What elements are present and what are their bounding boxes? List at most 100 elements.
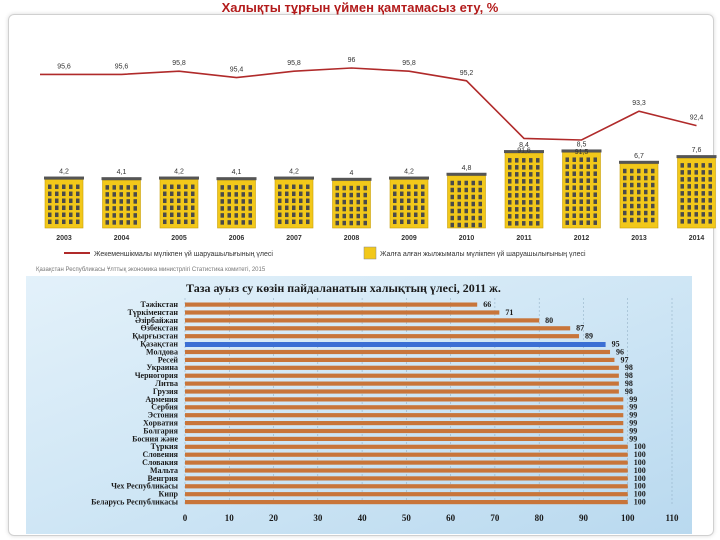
building-bar bbox=[619, 160, 659, 229]
year-tick-label: 2014 bbox=[689, 235, 705, 242]
bar-value-label: 6,7 bbox=[634, 153, 644, 160]
line-value-label: 95,8 bbox=[287, 60, 301, 67]
bar bbox=[185, 452, 628, 457]
bar-value-label: 4 bbox=[350, 170, 354, 177]
bar bbox=[185, 334, 580, 339]
bar-value-label: 100 bbox=[634, 474, 646, 483]
bar bbox=[185, 460, 628, 465]
bar-value-label: 97 bbox=[620, 355, 628, 364]
source-note: Қазақстан Республикасы Ұлттық экономика … bbox=[36, 267, 266, 273]
category-label: Чех Республикасы bbox=[111, 482, 179, 491]
year-tick-label: 2005 bbox=[171, 235, 187, 242]
housing-chart: 4,2 2003 4,1 2004 4,2 2005 4,1 2006 4,2 2007 4 2008… bbox=[36, 57, 717, 273]
line-value-label: 95,4 bbox=[230, 67, 244, 74]
building-bar bbox=[101, 177, 142, 229]
line-value-label: 96 bbox=[348, 57, 356, 64]
bar-value-label: 98 bbox=[625, 371, 633, 380]
bar-value-label: 100 bbox=[634, 450, 646, 459]
category-label: Украина bbox=[147, 363, 179, 372]
housing-line-series bbox=[40, 67, 697, 141]
bar bbox=[185, 436, 624, 441]
x-tick-label: 10 bbox=[225, 513, 235, 523]
year-tick-label: 2008 bbox=[344, 235, 360, 242]
category-label: Мальта bbox=[150, 466, 178, 475]
category-label: Словения bbox=[143, 450, 179, 459]
x-tick-label: 40 bbox=[358, 513, 368, 523]
category-label: Молдова bbox=[146, 347, 178, 356]
building-bar bbox=[216, 177, 257, 229]
x-tick-label: 110 bbox=[665, 513, 679, 523]
x-tick-label: 80 bbox=[535, 513, 545, 523]
line-value-label: 95,8 bbox=[402, 60, 416, 67]
bar bbox=[185, 421, 624, 426]
category-label: Сербия bbox=[151, 403, 178, 412]
category-label: Босния және bbox=[132, 434, 178, 443]
bar-value-label: 66 bbox=[483, 300, 491, 309]
category-label: Ресей bbox=[158, 355, 179, 364]
bar bbox=[185, 318, 540, 323]
x-tick-label: 90 bbox=[579, 513, 589, 523]
building-bar bbox=[504, 150, 544, 229]
year-tick-label: 2013 bbox=[631, 235, 647, 242]
bar-value-label: 87 bbox=[576, 324, 584, 333]
bar-value-label: 99 bbox=[629, 403, 637, 412]
year-tick-label: 2007 bbox=[286, 235, 302, 242]
bar-value-label: 100 bbox=[634, 466, 646, 475]
x-tick-label: 100 bbox=[621, 513, 635, 523]
bar bbox=[185, 500, 628, 505]
bar-value-label: 98 bbox=[625, 379, 633, 388]
bar bbox=[185, 444, 628, 449]
line-value-label: 92,4 bbox=[690, 115, 704, 122]
bar bbox=[185, 428, 624, 434]
category-label: Эстония bbox=[148, 411, 179, 420]
year-tick-label: 2009 bbox=[401, 235, 417, 242]
year-tick-label: 2006 bbox=[229, 235, 245, 242]
category-label: Өзбекстан bbox=[141, 324, 179, 333]
category-label: Түркия bbox=[151, 442, 179, 451]
line-value-label: 95,6 bbox=[115, 63, 129, 70]
bar bbox=[185, 349, 611, 355]
year-tick-label: 2003 bbox=[56, 235, 72, 242]
building-bar bbox=[446, 172, 487, 229]
line-value-label: 95,6 bbox=[57, 63, 71, 70]
bar-value-label: 4,2 bbox=[174, 169, 184, 176]
bar-value-label: 100 bbox=[634, 458, 646, 467]
category-label: Түркіменстан bbox=[128, 308, 179, 317]
bar-value-label: 96 bbox=[616, 347, 624, 356]
x-tick-label: 70 bbox=[490, 513, 500, 523]
bar-value-label: 99 bbox=[629, 419, 637, 428]
bar-value-label: 7,6 bbox=[692, 147, 702, 154]
bar-value-label: 4,8 bbox=[462, 165, 472, 172]
x-tick-label: 0 bbox=[183, 513, 188, 523]
x-tick-label: 20 bbox=[269, 513, 279, 523]
page-title: Халықты тұрғын үймен қамтамасыз ету, % bbox=[221, 0, 499, 15]
bar bbox=[185, 310, 500, 315]
line-value-label: 93,3 bbox=[632, 100, 646, 107]
bar-value-label: 95 bbox=[612, 340, 620, 349]
bar-value-label: 4,2 bbox=[59, 169, 69, 176]
category-label: Тәжікстан bbox=[140, 300, 178, 309]
bar-value-label: 100 bbox=[634, 498, 646, 507]
bar-value-label: 71 bbox=[505, 308, 513, 317]
bar-value-label: 89 bbox=[585, 332, 593, 341]
line-value-label: 95,8 bbox=[172, 60, 186, 67]
building-bar bbox=[159, 176, 199, 229]
category-label: Грузия bbox=[153, 387, 179, 396]
bar-value-label: 100 bbox=[634, 442, 646, 451]
category-label: Кипр bbox=[159, 490, 179, 499]
bar-value-label: 4,2 bbox=[289, 169, 299, 176]
bar-value-label: 4,1 bbox=[117, 169, 127, 176]
category-label: Словакия bbox=[142, 458, 179, 467]
legend-building-swatch bbox=[363, 246, 377, 260]
bar-value-label: 100 bbox=[634, 490, 646, 499]
category-label: Беларусь Республикасы bbox=[91, 498, 179, 507]
bar bbox=[185, 326, 571, 331]
bar-value-label: 8,5 bbox=[577, 141, 587, 148]
bar-value-label: 100 bbox=[634, 482, 646, 491]
bar bbox=[185, 389, 619, 394]
building-bar bbox=[561, 149, 602, 229]
line-value-label: 91,5 bbox=[575, 149, 589, 156]
bar bbox=[185, 357, 615, 362]
building-bar bbox=[274, 176, 314, 229]
